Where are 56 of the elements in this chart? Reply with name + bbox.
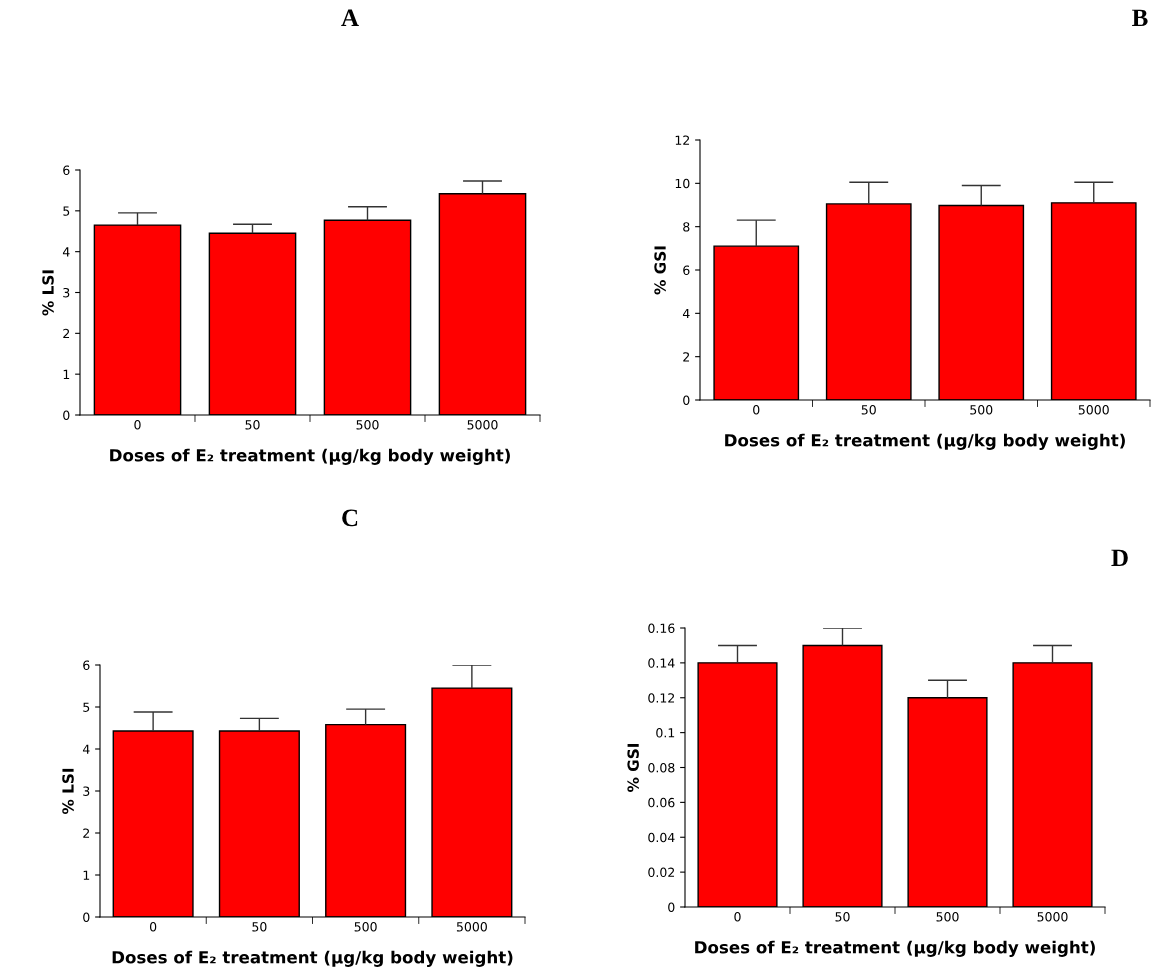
y-tick-label: 0.08 xyxy=(648,762,675,773)
y-tick-label: 2 xyxy=(83,828,90,838)
chart-title: C xyxy=(342,509,358,527)
x-tick-label: 5000 xyxy=(1078,405,1109,415)
x-tick-label: 50 xyxy=(861,405,876,415)
x-tick-label: 0 xyxy=(149,922,157,932)
y-tick-label: 5 xyxy=(63,206,70,216)
y-tick-label: 4 xyxy=(82,744,90,754)
y-tick-label: 6 xyxy=(63,165,70,175)
x-tick-label: 50 xyxy=(245,420,260,430)
x-axis-title: Doses of E₂ treatment (μg/kg body weight) xyxy=(725,433,1125,450)
y-axis-title: % GSI xyxy=(654,246,666,295)
y-tick-label: 0.02 xyxy=(648,867,675,878)
x-tick-label: 0 xyxy=(134,420,141,430)
y-tick-label: 5 xyxy=(83,702,90,712)
y-tick-label: 0.1 xyxy=(656,728,675,738)
x-tick-label: 0 xyxy=(753,405,760,415)
y-tick-label: 2 xyxy=(683,352,690,362)
x-tick-label: 5000 xyxy=(1037,912,1068,922)
y-tick-label: 2 xyxy=(63,328,70,339)
chart-title: B xyxy=(1132,9,1148,27)
x-tick-label: 50 xyxy=(835,912,850,922)
y-tick-label: 12 xyxy=(675,135,690,145)
y-tick-label: 6 xyxy=(83,660,90,670)
y-tick-label: 1 xyxy=(63,369,70,379)
x-tick-label: 500 xyxy=(354,922,377,932)
y-tick-label: 0.14 xyxy=(648,658,675,668)
x-tick-label: 500 xyxy=(936,912,959,922)
x-tick-label: 500 xyxy=(970,405,993,415)
chart-title: D xyxy=(1111,549,1128,567)
y-tick-label: 4 xyxy=(62,247,70,257)
y-tick-label: 10 xyxy=(675,178,690,189)
y-tick-label: 3 xyxy=(63,287,70,298)
chart-title: A xyxy=(341,9,359,27)
y-tick-label: 0.16 xyxy=(648,623,675,633)
y-tick-label: 6 xyxy=(683,265,690,275)
y-tick-label: 0 xyxy=(683,395,690,405)
x-tick-label: 0 xyxy=(734,912,741,922)
y-tick-label: 0 xyxy=(668,902,675,912)
x-axis-title: Doses of E₂ treatment (μg/kg body weight) xyxy=(695,940,1095,957)
y-tick-label: 1 xyxy=(83,870,90,880)
x-axis-title: Doses of E₂ treatment (μg/kg body weight) xyxy=(110,448,510,465)
y-tick-label: 0.06 xyxy=(648,797,675,808)
y-tick-label: 4 xyxy=(682,308,690,319)
y-axis-title: % GSI xyxy=(627,743,639,792)
y-tick-label: 8 xyxy=(683,222,690,232)
y-tick-label: 0.12 xyxy=(648,693,675,703)
y-axis-title: % LSI xyxy=(62,768,74,815)
x-axis-title: Doses of E₂ treatment (μg/kg body weight) xyxy=(112,950,513,967)
x-tick-label: 5000 xyxy=(467,420,498,430)
x-tick-label: 50 xyxy=(252,922,267,932)
y-tick-label: 0.04 xyxy=(648,832,675,843)
y-tick-label: 3 xyxy=(83,786,90,796)
y-axis-title: % LSI xyxy=(42,270,54,316)
x-tick-label: 5000 xyxy=(456,922,487,932)
x-tick-label: 500 xyxy=(356,420,379,430)
